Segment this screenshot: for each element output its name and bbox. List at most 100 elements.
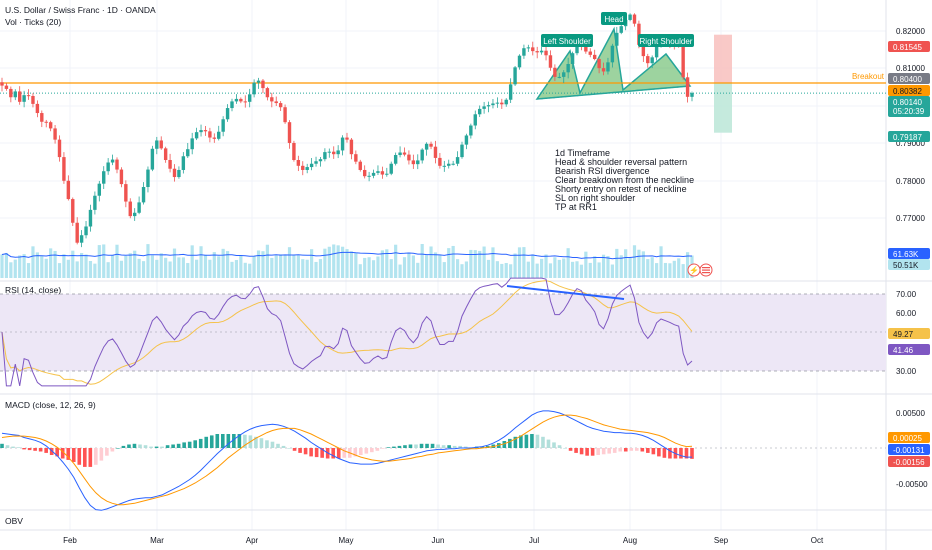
histogram-bar xyxy=(574,448,578,453)
candle xyxy=(17,86,22,105)
rsi-indicator-label[interactable]: RSI (14, close) xyxy=(5,285,61,295)
volume-bar xyxy=(203,254,208,278)
badge-histogram: -0.00156 xyxy=(888,456,930,467)
volume-bar xyxy=(460,264,464,278)
volume-bar xyxy=(345,249,349,278)
histogram-bar xyxy=(71,448,76,462)
candle xyxy=(685,72,690,103)
histogram-bar xyxy=(243,434,247,448)
histogram-bar xyxy=(270,441,275,448)
candle xyxy=(292,140,296,162)
histogram-bar xyxy=(441,445,446,448)
candle xyxy=(433,140,438,164)
volume-bar xyxy=(159,253,163,278)
volume-bar xyxy=(433,252,438,278)
histogram-bar xyxy=(596,448,600,455)
histogram-bar xyxy=(552,442,556,448)
histogram-bar xyxy=(265,440,269,448)
histogram-bar xyxy=(579,448,584,455)
volume-indicator-label[interactable]: Vol · Ticks (20) xyxy=(5,17,61,27)
rsi-band xyxy=(0,294,886,371)
volume-bar xyxy=(659,246,663,278)
price-tick: 0.81000 xyxy=(896,64,925,73)
histogram-bar xyxy=(690,448,694,459)
badge-prev-close: 0.80400 xyxy=(888,73,930,84)
volume-bar xyxy=(367,257,371,278)
head-label: Head xyxy=(601,12,627,25)
candle xyxy=(247,88,252,108)
volume-bar xyxy=(354,253,358,278)
volume-bar xyxy=(478,250,482,278)
candle xyxy=(212,133,217,143)
svg-text:Right Shoulder: Right Shoulder xyxy=(640,37,693,46)
candle xyxy=(597,57,601,74)
volume-bar xyxy=(296,255,300,278)
candle xyxy=(455,151,460,167)
volume-bar xyxy=(473,250,477,278)
histogram-bar xyxy=(16,447,21,448)
histogram-bar xyxy=(635,448,639,451)
price-tick: 0.82000 xyxy=(896,27,925,36)
candle xyxy=(340,135,345,156)
volume-bar xyxy=(447,248,451,278)
volume-bar xyxy=(84,254,88,278)
rsi-divergence-line[interactable] xyxy=(506,285,625,300)
candle xyxy=(40,110,44,128)
histogram-bar xyxy=(436,444,440,448)
histogram-bar xyxy=(215,434,220,448)
histogram-bar xyxy=(226,434,231,448)
candle xyxy=(469,123,473,139)
histogram-bar xyxy=(287,448,291,449)
neckline[interactable] xyxy=(536,85,691,100)
right-shoulder-label: Right Shoulder xyxy=(638,34,694,47)
candle xyxy=(203,126,208,136)
candle xyxy=(53,124,57,144)
stop-loss-zone[interactable] xyxy=(714,34,732,84)
histogram-bar xyxy=(546,439,551,448)
volume-bar xyxy=(44,258,48,278)
volume-bar xyxy=(310,249,314,278)
volume-bar xyxy=(677,258,681,278)
volume-bar xyxy=(0,254,4,278)
svg-text:41.46: 41.46 xyxy=(893,346,914,355)
volume-bar xyxy=(416,262,420,278)
candle xyxy=(217,125,221,141)
candle xyxy=(35,100,40,118)
price-axis[interactable]: 0.82000 0.81000 0.79000 0.78000 0.77000 xyxy=(896,27,925,223)
candle xyxy=(318,157,323,167)
candle xyxy=(296,155,301,172)
candle xyxy=(13,89,17,101)
histogram-bar xyxy=(386,447,391,448)
events-icons[interactable]: ⚡ xyxy=(687,263,713,277)
svg-text:61.63K: 61.63K xyxy=(893,250,919,259)
candle xyxy=(0,77,4,92)
histogram-bar xyxy=(657,448,661,457)
candle xyxy=(194,127,199,141)
volume-bar xyxy=(49,248,53,278)
volume-bar xyxy=(685,252,690,278)
volume-bar xyxy=(22,254,26,278)
volume-bar xyxy=(199,246,203,278)
volume-bar xyxy=(97,245,101,278)
candle xyxy=(632,13,637,27)
histogram-bar xyxy=(198,438,203,448)
candle xyxy=(477,105,482,118)
symbol-title[interactable]: U.S. Dollar / Swiss Franc · 1D · OANDA xyxy=(5,5,156,15)
volume-bar xyxy=(482,246,486,278)
histogram-bar xyxy=(127,444,131,448)
volume-bar xyxy=(566,248,570,278)
volume-bar xyxy=(80,252,84,278)
candle xyxy=(615,26,619,49)
svg-text:Left Shoulder: Left Shoulder xyxy=(543,37,591,46)
macd-indicator-label[interactable]: MACD (close, 12, 26, 9) xyxy=(5,400,96,410)
histogram-bar xyxy=(336,448,341,459)
histogram-bar xyxy=(254,436,258,448)
volume-bar xyxy=(18,255,22,278)
svg-text:0.00025: 0.00025 xyxy=(893,434,922,443)
time-axis[interactable]: Feb Mar Apr May Jun Jul Aug Sep Oct xyxy=(63,536,824,545)
volume-bar xyxy=(601,254,606,278)
volume-bar xyxy=(248,263,252,278)
obv-indicator-label[interactable]: OBV xyxy=(5,516,23,526)
take-profit-zone[interactable] xyxy=(714,83,732,133)
